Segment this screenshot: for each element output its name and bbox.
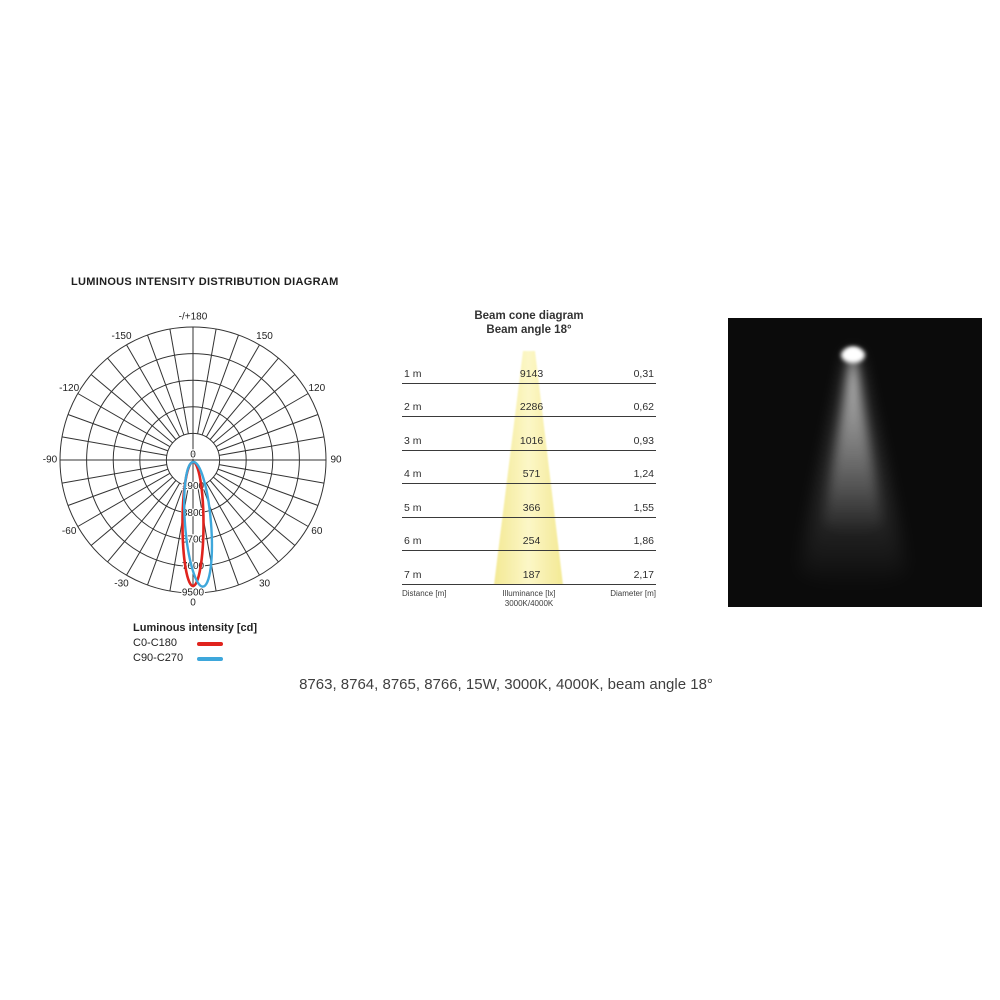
footer-illuminance-line1: Illuminance [lx]: [502, 589, 556, 598]
legend-swatch-red: [197, 641, 223, 646]
row-illuminance: 187: [522, 568, 541, 581]
row-distance: 1 m: [404, 367, 422, 380]
polar-ring-label: 9500: [182, 588, 205, 599]
curve-c90-c270: [183, 460, 214, 588]
polar-legend: Luminous intensity [cd] C0-C180 C90-C270: [133, 621, 257, 666]
luminous-intensity-polar-chart: -/+180 -150 150 -120 120 -90 90 -60 60 -30 30 0 0 190…: [42, 310, 344, 610]
beam-cone-table-row: 7 m 187 2,17: [402, 551, 656, 585]
beam-inner-glow: [824, 348, 882, 536]
beam-source-core: [847, 348, 859, 356]
row-distance: 3 m: [404, 434, 422, 447]
beam-cone-polygon: [494, 351, 563, 585]
beam-cone-shape: [494, 351, 563, 585]
row-illuminance: 571: [522, 468, 541, 480]
row-distance: 4 m: [404, 468, 422, 480]
polar-angle-label: -/+180: [179, 312, 208, 323]
polar-angle-label: 0: [190, 598, 196, 609]
beam-photo: [728, 318, 982, 607]
footer-illuminance-line2: 3000K/4000K: [504, 599, 554, 608]
polar-angle-label: -150: [111, 331, 131, 342]
beam-cone-table-row: 6 m 254 1,86: [402, 518, 656, 551]
row-distance: 2 m: [404, 401, 422, 413]
row-diameter: 1,86: [633, 535, 654, 547]
polar-angle-label: 150: [256, 331, 273, 342]
beam-cone-table-row: 5 m 366 1,55: [402, 484, 656, 518]
product-caption: 8763, 8764, 8765, 8766, 15W, 3000K, 4000…: [299, 676, 713, 693]
row-illuminance: 9143: [519, 367, 544, 380]
row-illuminance: 366: [522, 501, 541, 514]
legend-label: C0-C180: [133, 637, 178, 649]
polar-angle-label: -30: [114, 578, 129, 589]
beam-cone-table-row: 3 m 1016 0,93: [402, 417, 656, 451]
row-distance: 6 m: [404, 535, 422, 547]
legend-item-c0-c180: C0-C180: [133, 636, 257, 651]
polar-angle-label: -120: [59, 383, 79, 394]
polar-angle-label: 60: [311, 526, 323, 537]
beam-cone-table-footer: Distance [m] Illuminance [lx] 3000K/4000…: [402, 589, 656, 613]
row-diameter: 0,62: [633, 401, 654, 413]
beam-cone-table: 1 m 9143 0,31 2 m 2286 0,62 3 m 1016 0,93 4 m 571 1…: [402, 350, 656, 585]
row-diameter: 0,93: [633, 434, 654, 447]
beam-cone-heading: Beam cone diagram Beam angle 18°: [402, 309, 656, 337]
polar-center-label: 0: [190, 450, 196, 461]
footer-diameter-label: Diameter [m]: [610, 589, 656, 598]
beam-cone-table-row: 2 m 2286 0,62: [402, 384, 656, 417]
legend-title: Luminous intensity [cd]: [133, 622, 258, 634]
polar-ring-label: 3800: [182, 508, 205, 519]
footer-distance-label: Distance [m]: [402, 589, 447, 598]
beam-cone-table-row: 4 m 571 1,24: [402, 451, 656, 484]
row-illuminance: 1016: [519, 434, 544, 447]
row-distance: 7 m: [404, 568, 422, 581]
row-diameter: 1,24: [633, 468, 654, 480]
polar-angle-label: 90: [330, 455, 342, 466]
beam-photo-render: [728, 318, 982, 607]
polar-curves: [181, 460, 214, 588]
legend-swatch-blue: [197, 656, 223, 661]
row-distance: 5 m: [404, 501, 422, 514]
beam-cone-table-row: 1 m 9143 0,31: [402, 350, 656, 384]
page-title: LUMINOUS INTENSITY DISTRIBUTION DIAGRAM: [71, 276, 339, 288]
polar-angle-label: 30: [259, 578, 271, 589]
polar-grid: [59, 326, 327, 594]
row-diameter: 0,31: [633, 367, 654, 380]
footer-illuminance-label: Illuminance [lx] 3000K/4000K: [402, 589, 656, 609]
row-illuminance: 254: [522, 535, 541, 547]
polar-angle-label: 120: [308, 383, 325, 394]
legend-item-c90-c270: C90-C270: [133, 651, 257, 666]
legend-label: C90-C270: [133, 652, 184, 664]
beam-cone-title: Beam cone diagram: [474, 310, 584, 322]
polar-angle-label: -90: [43, 455, 58, 466]
row-diameter: 1,55: [633, 501, 654, 514]
row-illuminance: 2286: [519, 401, 544, 413]
polar-ring-label: 1900: [182, 481, 205, 492]
beam-cone-subtitle: Beam angle 18°: [486, 324, 572, 336]
row-diameter: 2,17: [633, 568, 654, 581]
polar-angle-label: -60: [62, 526, 77, 537]
